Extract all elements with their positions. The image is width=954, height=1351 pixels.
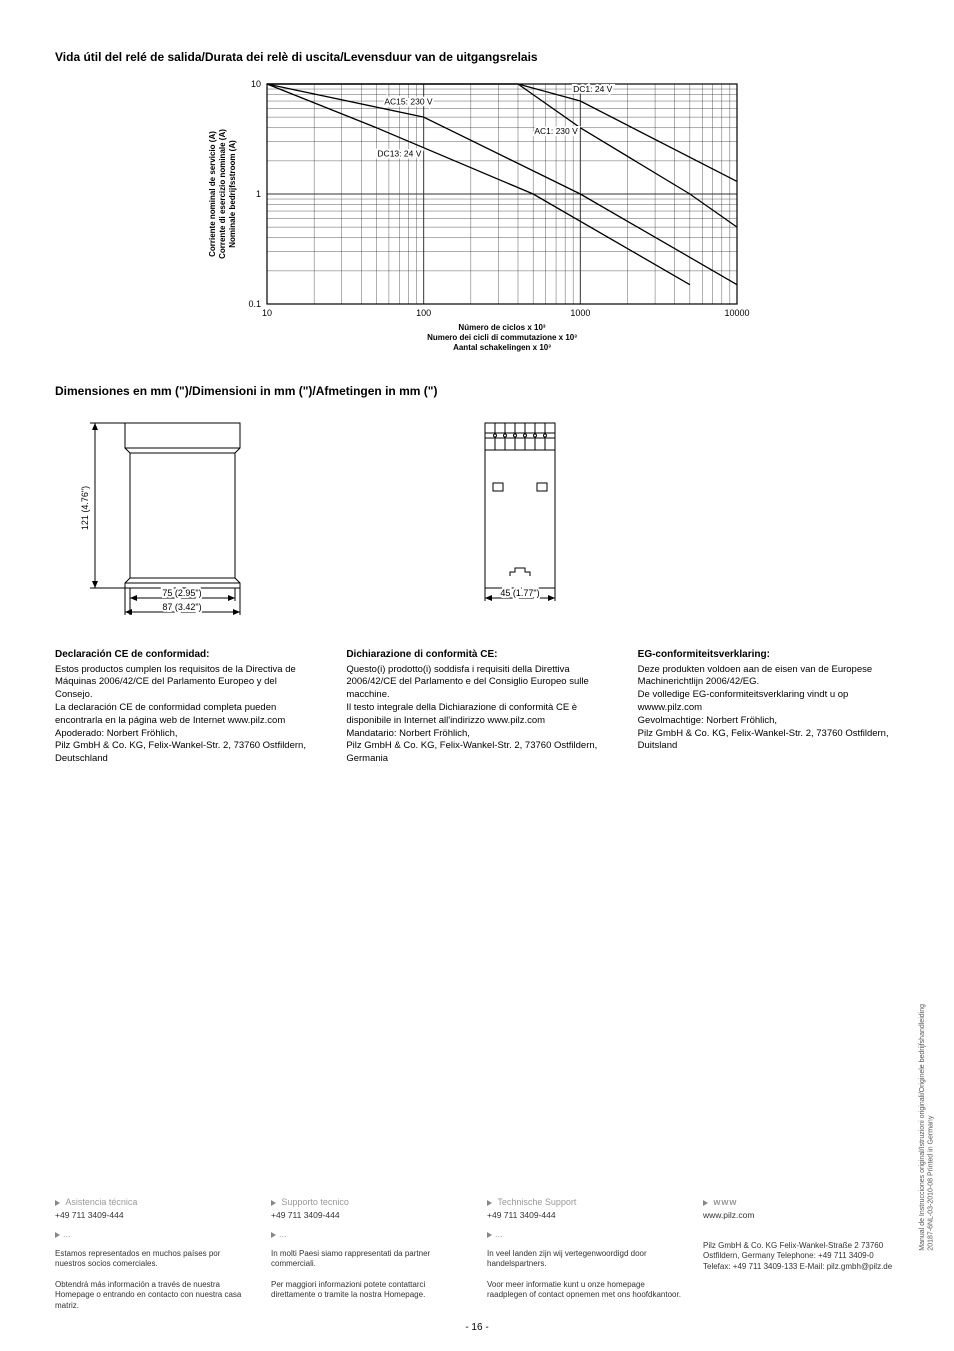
svg-text:Aantal schakelingen x 10³: Aantal schakelingen x 10³ [453,343,551,352]
arrow-icon [55,1232,60,1238]
declaration-nl-text: Deze produkten voldoen aan de eisen van … [638,664,899,754]
arrow-icon [271,1232,276,1238]
declaration-it-heading: Dichiarazione di conformità CE: [346,648,607,662]
arrow-icon [487,1200,492,1206]
footer-col-nl: Technische Support +49 711 3409-444 ... … [487,1197,683,1311]
footer-it-title: Supporto tecnico [281,1197,349,1207]
dimension-front: 45 (1.77") 45 (1.77") [455,408,595,618]
section1-title: Vida útil del relé de salida/Durata dei … [55,50,899,64]
dimension-side: 121 (4.76") 75 (2.95") 75 (2.95") 87 (3.… [55,408,255,618]
declaration-it-text: Questo(i) prodotto(i) soddisfa i requisi… [346,664,607,767]
arrow-icon [271,1200,276,1206]
footer-col-it: Supporto tecnico +49 711 3409-444 ... In… [271,1197,467,1311]
declaration-es-heading: Declaración CE de conformidad: [55,648,316,662]
footer-www-url: www.pilz.com [703,1210,899,1221]
footer-it-phone: +49 711 3409-444 [271,1210,467,1221]
dim-w1: 75 (2.95") [162,588,201,598]
arrow-icon [55,1200,60,1206]
svg-text:DC13: 24 V: DC13: 24 V [377,148,421,158]
svg-text:10000: 10000 [724,308,749,318]
svg-text:DC1: 24 V: DC1: 24 V [573,84,613,94]
footer-dots: ... [63,1229,71,1239]
svg-text:0.1: 0.1 [248,299,261,309]
svg-text:Nominale bedrijfsstroom (A): Nominale bedrijfsstroom (A) [228,140,237,248]
svg-text:AC15: 230 V: AC15: 230 V [384,97,433,107]
footer: Asistencia técnica +49 711 3409-444 ... … [55,1197,899,1311]
footer-nl-phone: +49 711 3409-444 [487,1210,683,1221]
svg-text:10: 10 [251,79,261,89]
declaration-es: Declaración CE de conformidad: Estos pro… [55,648,316,766]
dimensions-container: 121 (4.76") 75 (2.95") 75 (2.95") 87 (3.… [55,408,899,618]
section2-title: Dimensiones en mm (")/Dimensioni in mm (… [55,384,899,398]
declaration-columns: Declaración CE de conformidad: Estos pro… [55,648,899,766]
footer-es-text: Estamos representados en muchos países p… [55,1249,251,1311]
footer-www-title: www [713,1197,737,1207]
footer-addr: Pilz GmbH & Co. KG Felix-Wankel-Straße 2… [703,1241,899,1272]
footer-dots: ... [495,1229,503,1239]
dim-height: 121 (4.76") [80,486,90,530]
vert-line1: Manual de Instrucciones original/Istruzi… [919,1004,926,1251]
svg-text:100: 100 [416,308,431,318]
dim-w2: 87 (3.42") [162,602,201,612]
page-number: - 16 - [465,1322,488,1333]
arrow-icon [703,1200,708,1206]
svg-text:Número de ciclos x 10³: Número de ciclos x 10³ [458,323,545,332]
footer-es-title: Asistencia técnica [65,1197,137,1207]
footer-col-www: www www.pilz.com Pilz GmbH & Co. KG Feli… [703,1197,899,1311]
footer-es-phone: +49 711 3409-444 [55,1210,251,1221]
footer-nl-text: In veel landen zijn wij vertegenwoordigd… [487,1249,683,1301]
svg-text:1000: 1000 [570,308,590,318]
footer-col-es: Asistencia técnica +49 711 3409-444 ... … [55,1197,251,1311]
vert-line2: 20187-6NL-03-2010-08 Printed in Germany [928,1116,935,1251]
declaration-nl: EG-conformiteitsverklaring: Deze produkt… [638,648,899,766]
dim-front-width: 45 (1.77") [500,588,539,598]
footer-dots: ... [279,1229,287,1239]
declaration-it: Dichiarazione di conformità CE: Questo(i… [346,648,607,766]
footer-nl-title: Technische Support [497,1197,576,1207]
svg-text:10: 10 [262,308,272,318]
svg-text:Corriente nominal de servicio: Corriente nominal de servicio (A) [208,131,217,257]
declaration-nl-heading: EG-conformiteitsverklaring: [638,648,899,662]
arrow-icon [487,1232,492,1238]
chart-container: 101001000100000.1110AC15: 230 VAC15: 230… [55,74,899,364]
svg-text:Corrente di esercizio nominale: Corrente di esercizio nominale (A) [218,129,227,259]
svg-text:AC1: 230 V: AC1: 230 V [534,126,578,136]
relay-life-chart: 101001000100000.1110AC15: 230 VAC15: 230… [197,74,757,364]
svg-text:Numero dei cicli di commutazio: Numero dei cicli di commutazione x 10³ [427,333,577,342]
footer-it-text: In molti Paesi siamo rappresentati da pa… [271,1249,467,1301]
declaration-es-text: Estos productos cumplen los requisitos d… [55,664,316,767]
svg-text:1: 1 [256,189,261,199]
vertical-footnote: Manual de Instrucciones original/Istruzi… [919,1004,936,1251]
